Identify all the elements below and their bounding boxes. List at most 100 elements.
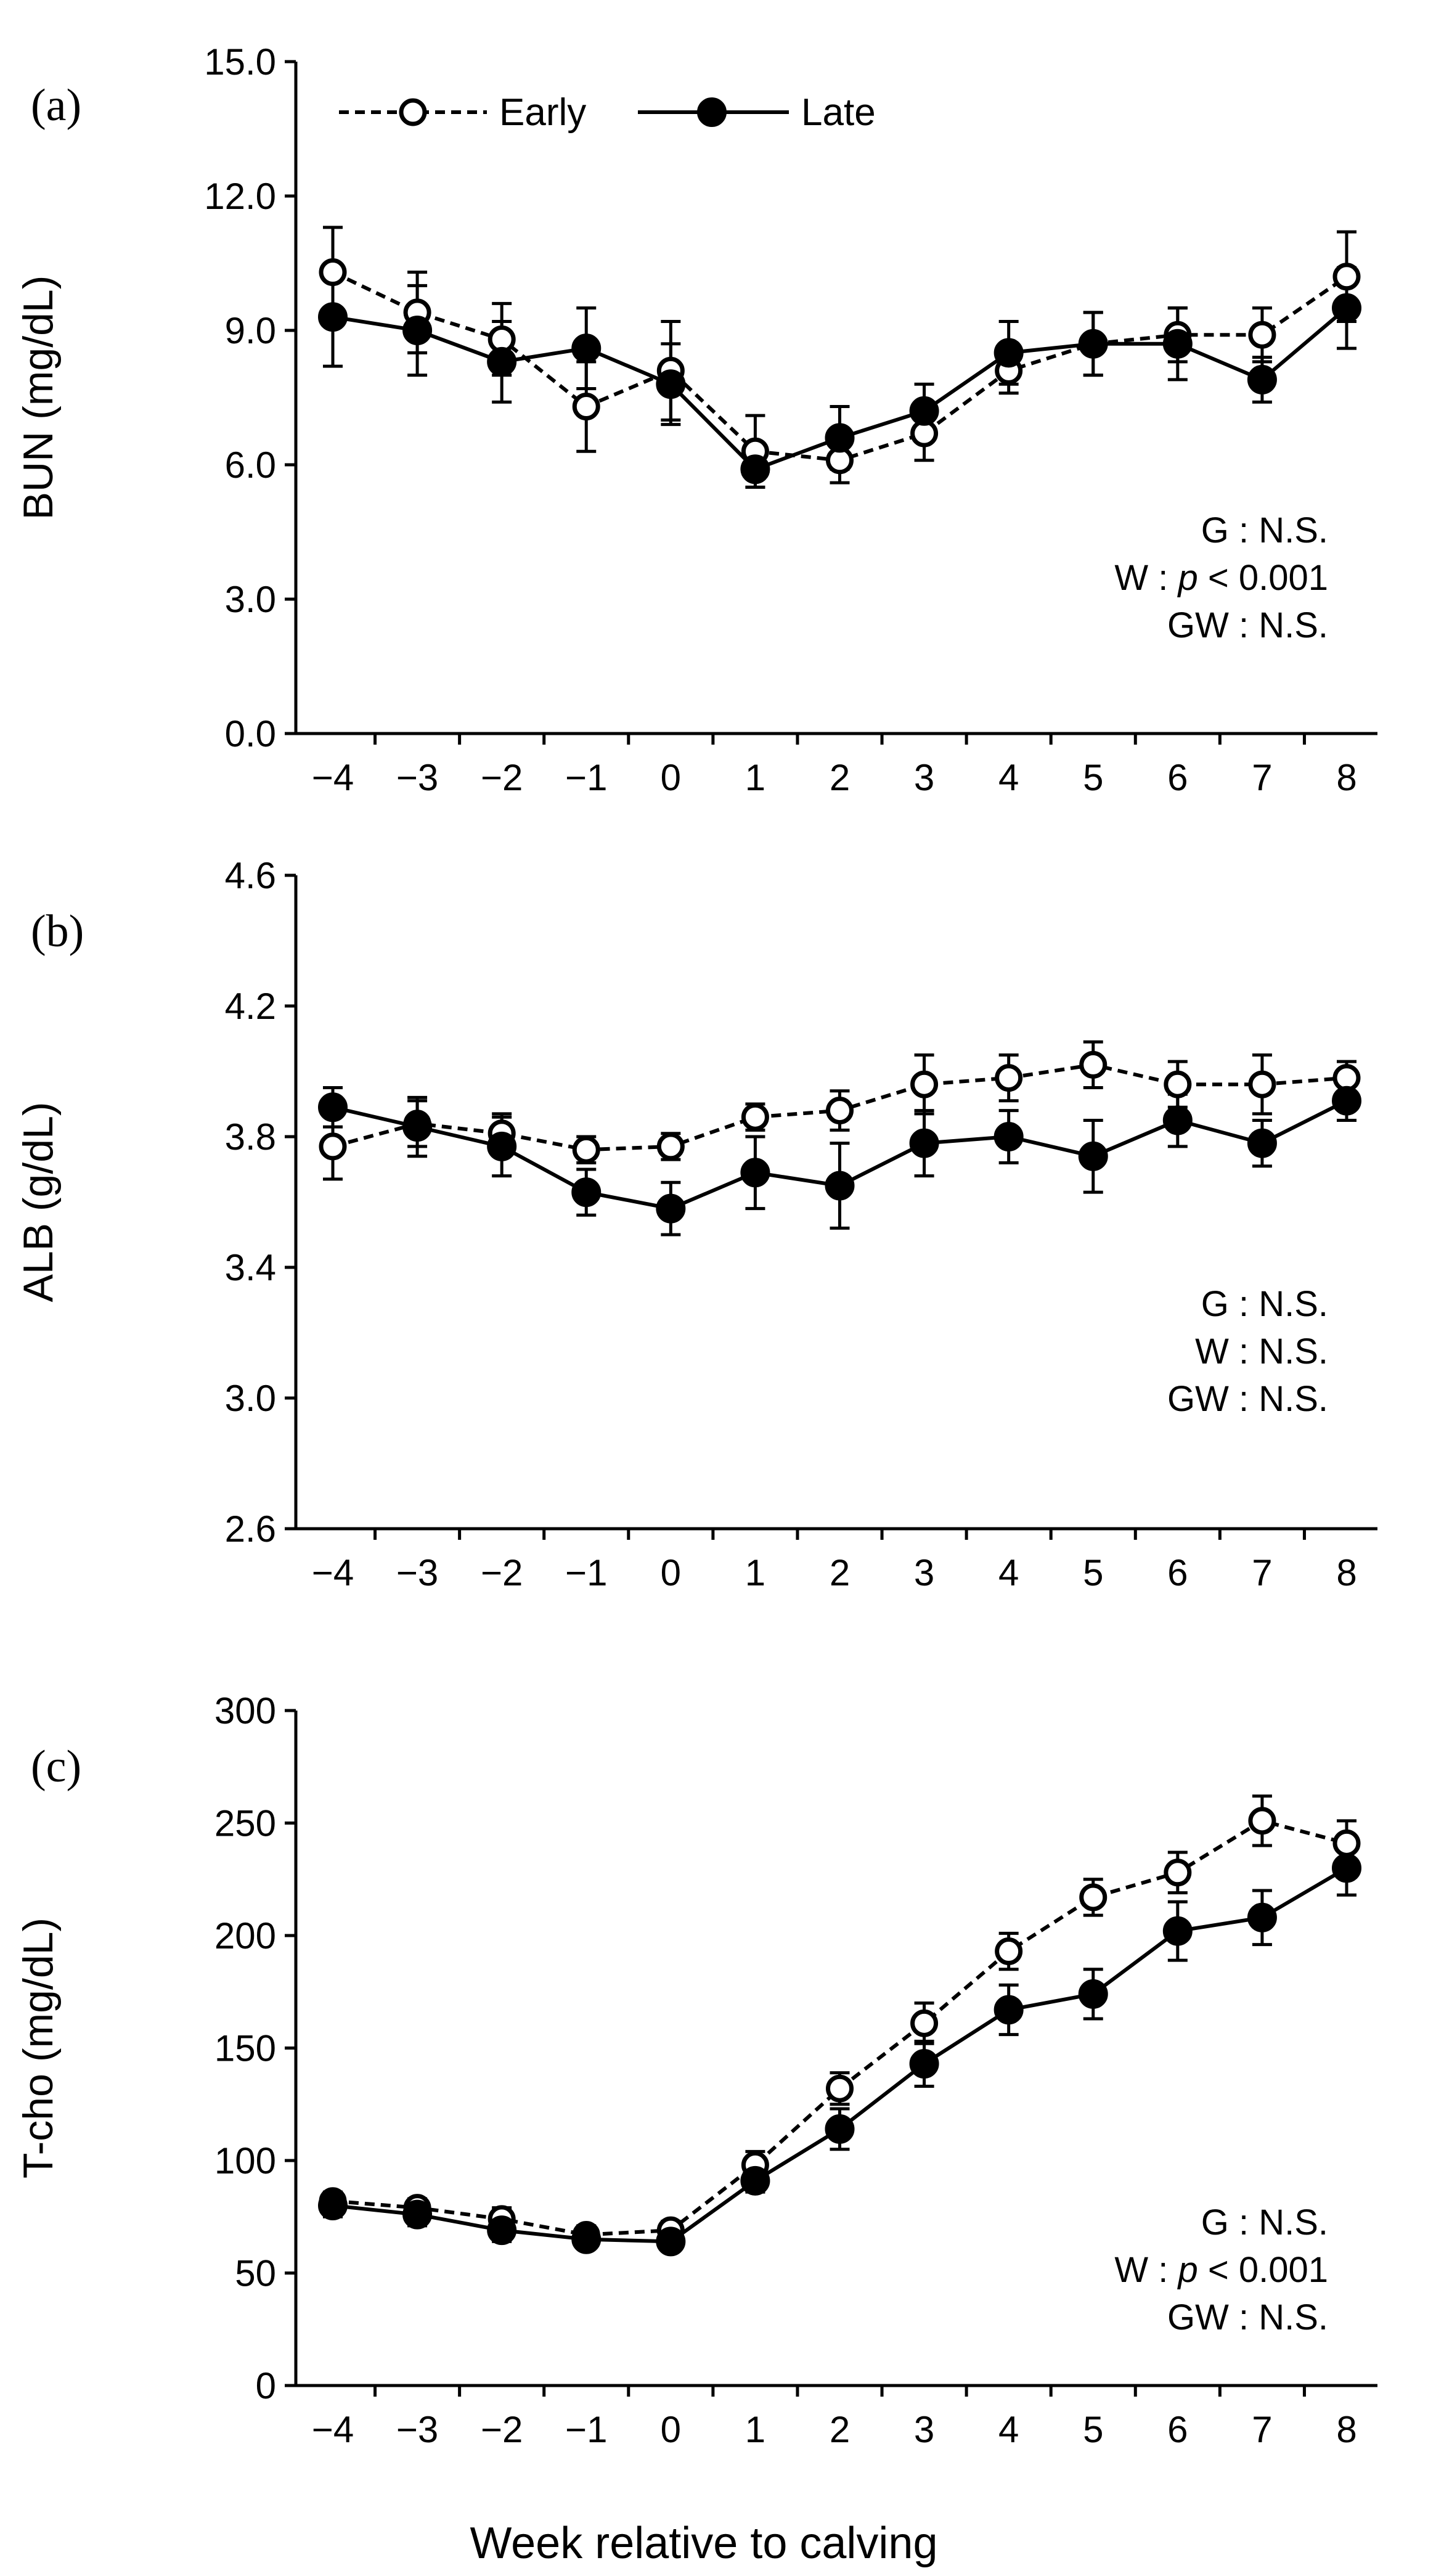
- stat-gw: GW : N.S.: [1167, 2297, 1328, 2337]
- x-tick-label: 7: [1252, 757, 1272, 798]
- x-tick-label: 8: [1336, 2409, 1356, 2450]
- x-tick-label: 2: [830, 2409, 850, 2450]
- data-point-early: [995, 1064, 1023, 1092]
- y-tick-label: 200: [214, 1915, 276, 1957]
- x-tick-label: 5: [1083, 757, 1103, 798]
- data-point-late: [1332, 293, 1361, 323]
- data-point-late: [656, 2226, 686, 2257]
- data-point-early: [1248, 1807, 1276, 1835]
- data-point-late: [740, 454, 770, 485]
- legend: Early Late: [339, 91, 876, 134]
- data-point-late: [571, 1177, 602, 1208]
- data-point-early: [572, 393, 600, 421]
- x-tick-label: −3: [396, 2409, 438, 2450]
- x-tick-label: 0: [661, 1552, 681, 1593]
- panel-label: (a): [31, 80, 81, 131]
- y-axis-title: BUN (mg/dL): [15, 276, 62, 520]
- data-point-early: [319, 258, 347, 287]
- chart-panel-2: (b) ALB (g/dL) 2.6 3.0 3.4 3.8 4.2 4.6 −4 −3 −2 −1 0…: [15, 855, 1377, 1593]
- data-point-late: [571, 2224, 602, 2254]
- y-tick-label: 4.2: [225, 986, 276, 1027]
- x-tick-label: 4: [998, 1552, 1019, 1593]
- x-tick-label: 8: [1336, 757, 1356, 798]
- x-tick-label: −4: [312, 1552, 354, 1593]
- x-tick-label: 2: [830, 757, 850, 798]
- x-tick-label: 6: [1167, 2409, 1188, 2450]
- y-tick-label: 3.8: [225, 1116, 276, 1158]
- x-tick-label: 0: [661, 757, 681, 798]
- y-tick-label: 0: [256, 2365, 276, 2406]
- legend-label-late: Late: [801, 91, 876, 134]
- data-point-late: [1247, 1902, 1277, 1932]
- data-point-late: [402, 2199, 433, 2230]
- x-tick-label: −3: [396, 1552, 438, 1593]
- data-point-late: [993, 1122, 1024, 1151]
- data-point-late: [825, 1171, 855, 1201]
- y-tick-label: 6.0: [225, 444, 276, 486]
- data-point-late: [909, 1128, 939, 1158]
- data-point-late: [825, 423, 855, 453]
- legend-marker-late: [697, 97, 727, 127]
- x-tick-label: 3: [914, 1552, 934, 1593]
- x-tick-label: 2: [830, 1552, 850, 1593]
- data-point-late: [402, 316, 433, 345]
- data-point-late: [402, 1112, 433, 1142]
- data-point-early: [826, 2074, 854, 2103]
- x-tick-label: 3: [914, 2409, 934, 2450]
- x-tick-label: 0: [661, 2409, 681, 2450]
- data-point-late: [825, 2114, 855, 2144]
- data-point-late: [1162, 1105, 1193, 1135]
- x-tick-label: 6: [1167, 1552, 1188, 1593]
- stat-g: G : N.S.: [1201, 510, 1328, 550]
- y-tick-label: 150: [214, 2028, 276, 2069]
- data-point-late: [1078, 329, 1108, 359]
- data-point-early: [1079, 1050, 1108, 1079]
- x-tick-label: 8: [1336, 1552, 1356, 1593]
- stat-g: G : N.S.: [1201, 2202, 1328, 2243]
- data-point-early: [572, 1135, 600, 1164]
- data-point-late: [1078, 1979, 1108, 2009]
- y-tick-label: 3.0: [225, 579, 276, 620]
- x-tick-label: 3: [914, 757, 934, 798]
- data-point-late: [1247, 364, 1277, 395]
- x-tick-label: −2: [481, 2409, 523, 2450]
- data-point-late: [656, 369, 686, 399]
- data-point-late: [993, 338, 1024, 368]
- legend-label-early: Early: [499, 91, 586, 134]
- data-point-late: [318, 302, 348, 332]
- data-point-late: [1162, 1916, 1193, 1946]
- data-point-late: [1078, 1141, 1108, 1171]
- x-tick-label: 7: [1252, 1552, 1272, 1593]
- x-tick-label: 5: [1083, 1552, 1103, 1593]
- data-point-late: [740, 1158, 770, 1188]
- y-tick-label: 15.0: [204, 41, 276, 83]
- y-tick-label: 0.0: [225, 713, 276, 754]
- x-tick-label: 7: [1252, 2409, 1272, 2450]
- data-point-early: [995, 1937, 1023, 1966]
- y-tick-label: 12.0: [204, 176, 276, 217]
- y-tick-label: 250: [214, 1803, 276, 1844]
- x-tick-label: −2: [481, 1552, 523, 1593]
- y-axis-title: T-cho (mg/dL): [15, 1918, 62, 2178]
- y-tick-label: 3.4: [225, 1247, 276, 1288]
- x-tick-label: 4: [998, 2409, 1019, 2450]
- data-point-early: [1248, 1070, 1276, 1098]
- data-point-late: [487, 2215, 517, 2246]
- data-point-late: [993, 1995, 1024, 2025]
- x-tick-label: 5: [1083, 2409, 1103, 2450]
- data-point-late: [1247, 1128, 1277, 1158]
- stat-w: W : p < 0.001: [1114, 2250, 1328, 2290]
- x-tick-label: 1: [745, 1552, 765, 1593]
- data-point-late: [909, 2049, 939, 2079]
- data-point-late: [656, 1193, 686, 1224]
- x-tick-label: −1: [565, 1552, 607, 1593]
- y-tick-label: 9.0: [225, 310, 276, 351]
- x-tick-label: 1: [745, 757, 765, 798]
- stat-gw: GW : N.S.: [1167, 605, 1328, 645]
- legend-marker-early: [399, 98, 427, 126]
- data-point-early: [1164, 1858, 1192, 1887]
- stat-gw: GW : N.S.: [1167, 1379, 1328, 1419]
- x-tick-label: 1: [745, 2409, 765, 2450]
